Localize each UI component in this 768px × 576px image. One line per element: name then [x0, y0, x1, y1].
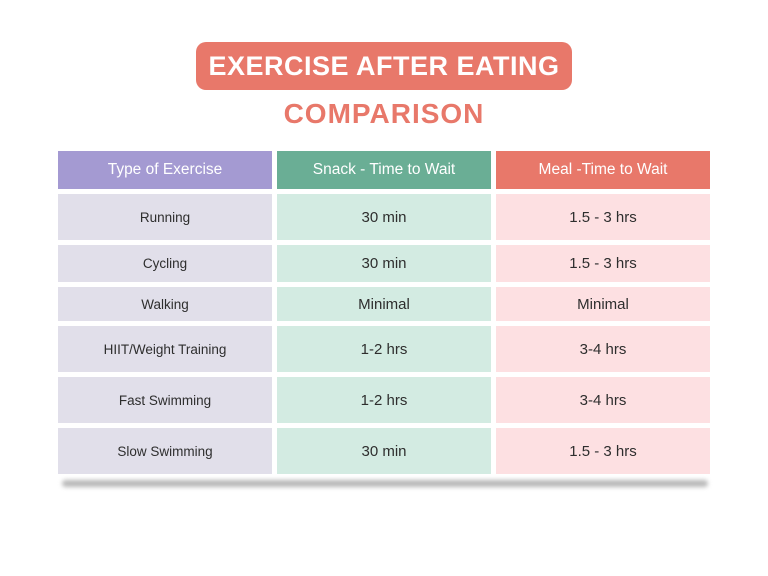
meal-wait-cell: Minimal	[496, 287, 710, 321]
exercise-cell: HIIT/Weight Training	[58, 326, 272, 372]
snack-wait-cell: 1-2 hrs	[277, 326, 491, 372]
header-meal-wait: Meal -Time to Wait	[496, 151, 710, 189]
snack-wait-cell: Minimal	[277, 287, 491, 321]
meal-wait-cell: 3-4 hrs	[496, 377, 710, 423]
exercise-cell: Running	[58, 194, 272, 240]
header-exercise-type: Type of Exercise	[58, 151, 272, 189]
exercise-cell: Cycling	[58, 245, 272, 282]
exercise-cell: Slow Swimming	[58, 428, 272, 474]
snack-wait-cell: 30 min	[277, 194, 491, 240]
exercise-cell: Walking	[58, 287, 272, 321]
page-title: EXERCISE AFTER EATING	[196, 42, 572, 90]
header-snack-wait: Snack - Time to Wait	[277, 151, 491, 189]
meal-wait-cell: 1.5 - 3 hrs	[496, 245, 710, 282]
comparison-table: Type of Exercise Snack - Time to Wait Me…	[58, 151, 710, 479]
meal-wait-cell: 1.5 - 3 hrs	[496, 194, 710, 240]
meal-wait-cell: 1.5 - 3 hrs	[496, 428, 710, 474]
snack-wait-cell: 30 min	[277, 245, 491, 282]
snack-wait-cell: 30 min	[277, 428, 491, 474]
page-subtitle: COMPARISON	[283, 98, 485, 129]
snack-wait-cell: 1-2 hrs	[277, 377, 491, 423]
exercise-cell: Fast Swimming	[58, 377, 272, 423]
meal-wait-cell: 3-4 hrs	[496, 326, 710, 372]
table-shadow	[62, 480, 708, 487]
